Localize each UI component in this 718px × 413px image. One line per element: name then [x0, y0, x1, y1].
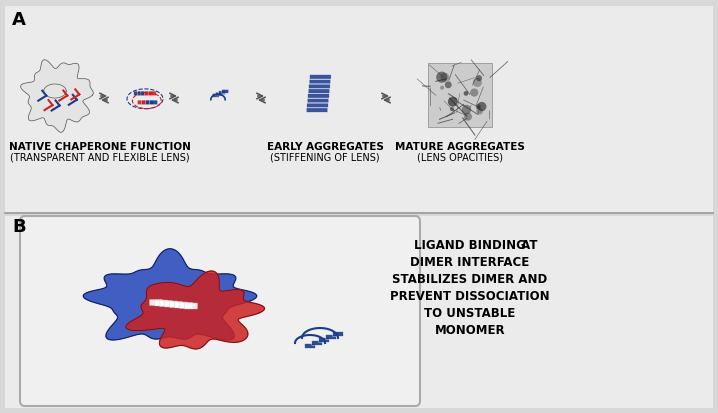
FancyBboxPatch shape [20, 216, 420, 406]
Circle shape [477, 102, 487, 112]
FancyBboxPatch shape [218, 92, 225, 95]
FancyBboxPatch shape [137, 92, 146, 97]
Bar [428, 64, 492, 128]
FancyBboxPatch shape [215, 93, 223, 97]
Text: (STIFFENING OF LENS): (STIFFENING OF LENS) [270, 153, 380, 163]
Text: DIMER INTERFACE: DIMER INTERFACE [411, 255, 530, 268]
Polygon shape [126, 271, 264, 349]
FancyBboxPatch shape [149, 300, 162, 306]
Circle shape [472, 79, 482, 88]
FancyBboxPatch shape [326, 335, 336, 339]
FancyBboxPatch shape [144, 92, 153, 97]
Polygon shape [83, 249, 257, 340]
Circle shape [470, 89, 478, 97]
Circle shape [476, 105, 481, 110]
FancyBboxPatch shape [137, 101, 146, 105]
Text: MATURE AGGREGATES: MATURE AGGREGATES [395, 142, 525, 152]
Text: TO UNSTABLE: TO UNSTABLE [424, 306, 516, 319]
FancyBboxPatch shape [169, 302, 182, 308]
Text: MONOMER: MONOMER [434, 323, 505, 336]
Text: B: B [12, 218, 26, 235]
FancyBboxPatch shape [309, 80, 331, 85]
FancyBboxPatch shape [222, 90, 228, 94]
FancyBboxPatch shape [332, 332, 343, 337]
FancyBboxPatch shape [174, 302, 187, 308]
FancyBboxPatch shape [134, 92, 142, 97]
FancyBboxPatch shape [309, 85, 330, 89]
Text: (LENS OPACITIES): (LENS OPACITIES) [417, 153, 503, 163]
Text: EARLY AGGREGATES: EARLY AGGREGATES [266, 142, 383, 152]
FancyBboxPatch shape [146, 101, 154, 105]
FancyBboxPatch shape [159, 301, 172, 307]
FancyBboxPatch shape [141, 92, 149, 97]
FancyBboxPatch shape [149, 101, 158, 105]
FancyBboxPatch shape [308, 95, 330, 99]
FancyBboxPatch shape [213, 94, 219, 98]
FancyBboxPatch shape [319, 338, 330, 342]
Bar [5, 216, 713, 408]
Text: LIGAND BINDING: LIGAND BINDING [414, 238, 526, 252]
Circle shape [464, 113, 472, 121]
Circle shape [464, 92, 468, 97]
FancyBboxPatch shape [308, 90, 330, 94]
Text: A: A [12, 11, 26, 29]
Circle shape [449, 108, 454, 112]
Circle shape [462, 106, 471, 115]
Circle shape [476, 76, 482, 82]
Text: AT: AT [517, 238, 538, 252]
Bar [5, 7, 713, 214]
Text: PREVENT DISSOCIATION: PREVENT DISSOCIATION [390, 289, 550, 302]
Text: NATIVE CHAPERONE FUNCTION: NATIVE CHAPERONE FUNCTION [9, 142, 191, 152]
FancyBboxPatch shape [307, 104, 328, 108]
FancyBboxPatch shape [148, 92, 157, 97]
FancyBboxPatch shape [154, 300, 167, 306]
Polygon shape [21, 61, 93, 133]
FancyBboxPatch shape [307, 109, 328, 113]
Circle shape [476, 109, 483, 115]
Circle shape [448, 97, 457, 107]
Text: STABILIZES DIMER AND: STABILIZES DIMER AND [392, 272, 548, 285]
Circle shape [444, 82, 452, 89]
Text: (TRANSPARENT AND FLEXIBLE LENS): (TRANSPARENT AND FLEXIBLE LENS) [10, 153, 190, 163]
FancyBboxPatch shape [141, 101, 149, 105]
Circle shape [440, 86, 444, 90]
FancyBboxPatch shape [312, 341, 322, 345]
Circle shape [436, 72, 447, 83]
FancyBboxPatch shape [304, 344, 315, 349]
FancyBboxPatch shape [307, 99, 329, 104]
FancyBboxPatch shape [164, 301, 177, 307]
Circle shape [440, 74, 449, 82]
FancyBboxPatch shape [309, 76, 331, 80]
FancyBboxPatch shape [180, 303, 192, 309]
FancyBboxPatch shape [185, 303, 197, 309]
